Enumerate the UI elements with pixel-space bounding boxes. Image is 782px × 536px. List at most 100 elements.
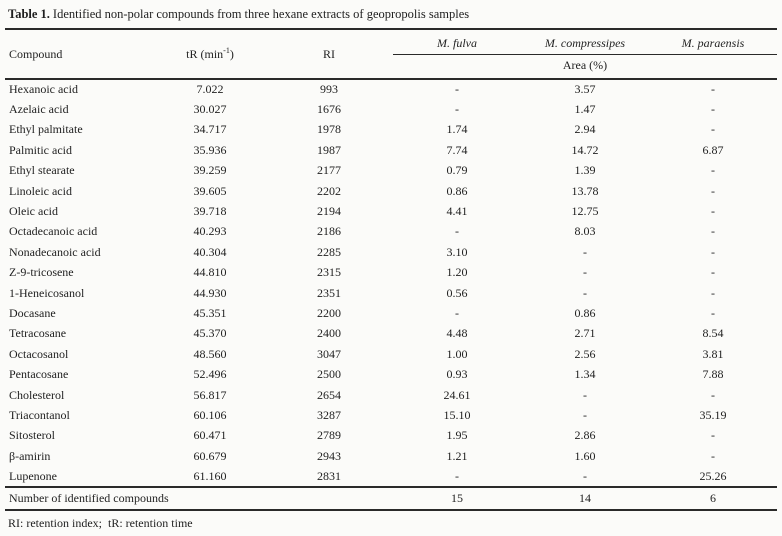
retention-index-cell: 3287 xyxy=(317,407,341,422)
retention-time-cell: 30.027 xyxy=(193,102,227,117)
table-row: Cholesterol 56.817 2654 24.61 - - xyxy=(5,385,777,405)
retention-time-cell: 44.930 xyxy=(193,285,227,300)
paraensis-area-cell: - xyxy=(711,82,715,97)
table-header: Compound tR (min-1) RI M. fulva M. compr… xyxy=(5,30,777,80)
compressipes-area-cell: 1.60 xyxy=(574,448,596,463)
table-row: Ethyl palmitate 34.717 1978 1.74 2.94 - xyxy=(5,120,777,140)
paraensis-area-cell: 8.54 xyxy=(702,326,724,341)
retention-index-cell: 2500 xyxy=(317,367,341,382)
retention-time-cell: 44.810 xyxy=(193,265,227,280)
retention-time-cell: 60.106 xyxy=(193,407,227,422)
compound-cell: Ethyl stearate xyxy=(9,163,75,178)
fulva-area-cell: 1.74 xyxy=(446,122,468,137)
fulva-area-cell: 15.10 xyxy=(443,407,471,422)
paraensis-area-cell: - xyxy=(711,183,715,198)
compressipes-area-cell: 12.75 xyxy=(571,204,599,219)
paraensis-area-cell: - xyxy=(711,244,715,259)
paraensis-area-cell: - xyxy=(711,448,715,463)
retention-time-cell: 39.605 xyxy=(193,183,227,198)
table-row: Tetracosane 45.370 2400 4.48 2.71 8.54 xyxy=(5,324,777,344)
table-row: β-amirin 60.679 2943 1.21 1.60 - xyxy=(5,446,777,466)
table-row: Oleic acid 39.718 2194 4.41 12.75 - xyxy=(5,201,777,221)
retention-index-cell: 2186 xyxy=(317,224,341,239)
fulva-area-cell: - xyxy=(455,82,459,97)
compressipes-area-cell: - xyxy=(583,244,587,259)
compressipes-area-cell: 14.72 xyxy=(571,142,599,157)
compounds-table: Compound tR (min-1) RI M. fulva M. compr… xyxy=(5,30,777,511)
table-row: Octadecanoic acid 40.293 2186 - 8.03 - xyxy=(5,222,777,242)
table-row: Octacosanol 48.560 3047 1.00 2.56 3.81 xyxy=(5,344,777,364)
compressipes-area-cell: 8.03 xyxy=(574,224,596,239)
table-body: Hexanoic acid 7.022 993 - 3.57 - Azelaic… xyxy=(5,79,777,487)
retention-index-cell: 2202 xyxy=(317,183,341,198)
retention-index-cell: 2285 xyxy=(317,244,341,259)
table-row: Ethyl stearate 39.259 2177 0.79 1.39 - xyxy=(5,161,777,181)
compound-cell: 1-Heneicosanol xyxy=(9,285,85,300)
compound-cell: Z-9-tricosene xyxy=(9,265,74,280)
table-row: 1-Heneicosanol 44.930 2351 0.56 - - xyxy=(5,283,777,303)
retention-time-cell: 52.496 xyxy=(193,367,227,382)
fulva-area-cell: 0.56 xyxy=(446,285,468,300)
compressipes-area-cell: 0.86 xyxy=(574,305,596,320)
table-row: Azelaic acid 30.027 1676 - 1.47 - xyxy=(5,99,777,119)
fulva-area-cell: - xyxy=(455,102,459,117)
table-row: Lupenone 61.160 2831 - - 25.26 xyxy=(5,466,777,486)
summary-count-paraensis: 6 xyxy=(649,485,777,511)
retention-index-cell: 2315 xyxy=(317,265,341,280)
retention-index-cell: 993 xyxy=(320,82,338,97)
compound-cell: Triacontanol xyxy=(9,407,70,422)
paraensis-area-cell: 3.81 xyxy=(702,346,724,361)
table-row: Docasane 45.351 2200 - 0.86 - xyxy=(5,303,777,323)
retention-time-cell: 35.936 xyxy=(193,142,227,157)
fulva-area-cell: 1.00 xyxy=(446,346,468,361)
fulva-area-cell: - xyxy=(455,305,459,320)
table-caption: Table 1. Identified non-polar compounds f… xyxy=(5,5,777,30)
retention-index-cell: 2831 xyxy=(317,468,341,483)
header-species-compressipes: M. compressipes xyxy=(521,30,649,55)
header-species-fulva: M. fulva xyxy=(393,30,521,55)
fulva-area-cell: 0.93 xyxy=(446,367,468,382)
fulva-area-cell: 3.10 xyxy=(446,244,468,259)
table-row: Z-9-tricosene 44.810 2315 1.20 - - xyxy=(5,263,777,283)
compound-cell: Palmitic acid xyxy=(9,142,72,157)
compressipes-area-cell: 2.56 xyxy=(574,346,596,361)
compound-cell: Lupenone xyxy=(9,468,57,483)
compressipes-area-cell: - xyxy=(583,407,587,422)
compound-cell: Sitosterol xyxy=(9,428,56,443)
table-row: Hexanoic acid 7.022 993 - 3.57 - xyxy=(5,79,777,99)
retention-time-cell: 60.679 xyxy=(193,448,227,463)
retention-time-cell: 48.560 xyxy=(193,346,227,361)
retention-time-cell: 39.718 xyxy=(193,204,227,219)
compound-cell: Tetracosane xyxy=(9,326,67,341)
table-caption-text: Identified non-polar compounds from thre… xyxy=(52,7,470,21)
fulva-area-cell: 1.95 xyxy=(446,428,468,443)
fulva-area-cell: 1.21 xyxy=(446,448,468,463)
table-row: Pentacosane 52.496 2500 0.93 1.34 7.88 xyxy=(5,364,777,384)
compound-cell: Oleic acid xyxy=(9,204,58,219)
compound-cell: Octadecanoic acid xyxy=(9,224,98,239)
paraensis-area-cell: - xyxy=(711,428,715,443)
paraensis-area-cell: - xyxy=(711,204,715,219)
paraensis-area-cell: 6.87 xyxy=(702,142,724,157)
header-retention-index: RI xyxy=(265,30,393,80)
paraensis-area-cell: - xyxy=(711,224,715,239)
retention-index-cell: 2654 xyxy=(317,387,341,402)
summary-row: Number of identified compounds 15 14 6 xyxy=(5,485,777,511)
retention-time-cell: 56.817 xyxy=(193,387,227,402)
compressipes-area-cell: 2.94 xyxy=(574,122,596,137)
compound-cell: Pentacosane xyxy=(9,367,69,382)
compound-cell: Nonadecanoic acid xyxy=(9,244,101,259)
fulva-area-cell: 1.20 xyxy=(446,265,468,280)
retention-time-cell: 61.160 xyxy=(193,468,227,483)
retention-time-cell: 40.293 xyxy=(193,224,227,239)
table-row: Triacontanol 60.106 3287 15.10 - 35.19 xyxy=(5,405,777,425)
retention-index-cell: 1676 xyxy=(317,102,341,117)
paraensis-area-cell: 7.88 xyxy=(702,367,724,382)
retention-index-cell: 2400 xyxy=(317,326,341,341)
compressipes-area-cell: 1.34 xyxy=(574,367,596,382)
header-species-paraensis: M. paraensis xyxy=(649,30,777,55)
compound-cell: Azelaic acid xyxy=(9,102,69,117)
retention-index-cell: 2194 xyxy=(317,204,341,219)
summary-count-compressipes: 14 xyxy=(521,485,649,511)
